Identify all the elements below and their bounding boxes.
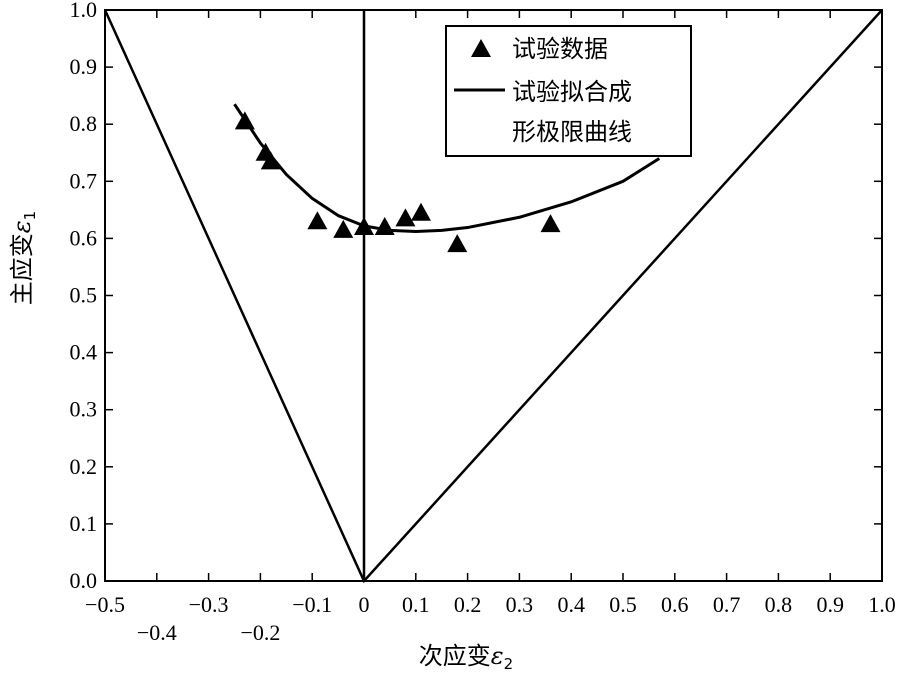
legend: 试验数据 试验拟合成 形极限曲线 [445,25,692,157]
x-tick-label-lower: −0.2 [240,620,280,645]
x-tick-label: −0.5 [85,592,125,617]
data-point [234,111,255,130]
legend-label-fit-line2: 形极限曲线 [512,118,632,146]
fitted-curve [233,103,661,234]
y-axis-symbol: ε [8,220,36,233]
x-tick-label: 1.0 [868,592,896,617]
x-tick-label-lower: −0.4 [137,620,177,645]
x-tick-label: 0.3 [506,592,534,617]
x-tick-label: 0.5 [609,592,637,617]
x-tick-label: 0.8 [765,592,793,617]
data-point [447,234,468,253]
legend-label-data: 试验数据 [512,35,608,63]
y-tick-label: 0.3 [70,397,98,422]
y-tick-label: 0.1 [70,511,98,536]
legend-label-fit-line1: 试验拟合成 [512,78,632,106]
x-tick-label: −0.1 [292,592,332,617]
data-point [333,219,354,238]
x-axis-title-text: 次应变 [419,642,491,670]
x-tick-label: 0.9 [816,592,844,617]
y-tick-label: 0.7 [70,168,98,193]
y-tick-label: 0.0 [70,568,98,593]
data-point [354,216,374,235]
y-tick-label: 0.8 [70,111,98,136]
data-point [260,151,281,170]
data-point [410,202,431,221]
y-tick-label: 0.5 [70,283,98,308]
axes [104,9,883,582]
y-axis-subscript: 1 [21,211,39,221]
x-tick-label: 0.1 [402,592,430,617]
x-axis-title: 次应变ε2 [419,642,513,673]
data-point [395,208,416,227]
x-tick-label: 0.7 [713,592,741,617]
y-axis-title-text: 主应变 [8,233,36,305]
x-tick-label: 0 [359,592,370,617]
x-tick-label: −0.3 [189,592,229,617]
legend-triangle-icon [471,39,491,57]
fitted-curve-layer [233,103,661,234]
x-tick-label: 0.4 [557,592,585,617]
y-tick-label: 0.2 [70,454,98,479]
x-axis-subscript: 2 [504,655,514,673]
data-point [307,211,328,230]
x-tick-label: 0.2 [454,592,482,617]
x-axis-symbol: ε [491,642,504,670]
y-tick-label: 0.6 [70,225,98,250]
y-tick-label: 0.9 [70,54,98,79]
data-point [374,216,395,235]
y-tick-label: 1.0 [70,0,98,22]
y-tick-label: 0.4 [70,340,98,365]
y-axis-title: 主应变ε1 [8,211,39,305]
x-tick-label: 0.6 [661,592,689,617]
data-point [540,214,561,233]
tick-labels: 0.0 0.1 0.2 0.3 0.4 0.5 0.6 0.7 0.8 0.9 1.0 −0.5 −0.… [70,0,896,645]
data-points-layer [234,111,561,253]
